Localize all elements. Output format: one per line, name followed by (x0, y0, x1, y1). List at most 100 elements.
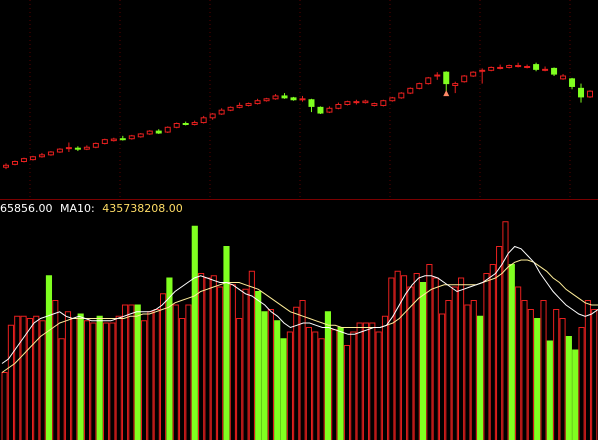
candle-body (551, 67, 558, 75)
volume-bar (591, 309, 598, 440)
volume-bar (128, 304, 135, 440)
candle-body (560, 75, 567, 80)
volume-bar (217, 286, 224, 440)
volume-bar (134, 304, 141, 440)
candle (317, 106, 324, 114)
volume-bar (147, 311, 154, 440)
volume-ma-label: 65856.00 MA10: 435738208.00 (0, 202, 183, 215)
candle (164, 126, 171, 133)
candle-body (434, 74, 441, 77)
candle (353, 99, 360, 105)
volume-bar (540, 300, 547, 440)
volume-bar (90, 322, 97, 440)
candle-body (101, 139, 108, 144)
volume-bar (312, 331, 319, 440)
volume-bar (521, 300, 528, 440)
candle (335, 102, 342, 110)
volume-bar (140, 320, 148, 440)
volume-bar (185, 304, 192, 440)
candle (272, 94, 279, 100)
candle (38, 152, 45, 158)
candle (416, 82, 423, 90)
candle-body (308, 99, 315, 107)
candle-body (335, 104, 342, 109)
volume-bar (343, 345, 351, 440)
volume-bar (280, 338, 287, 440)
volume-bar (356, 322, 363, 440)
candle-body (29, 156, 36, 161)
candle-body (200, 117, 207, 124)
candle (173, 122, 180, 129)
candle-body (398, 92, 405, 99)
volume-bar (458, 277, 465, 440)
candle (29, 155, 36, 161)
volume-bar (153, 309, 160, 440)
candle-body (506, 65, 513, 68)
ma5-line (1, 245, 598, 364)
candle (542, 66, 549, 72)
candle-body (407, 87, 414, 94)
candle (65, 142, 72, 152)
candle (326, 106, 333, 114)
volume-bar (546, 340, 553, 440)
volume-bar (115, 315, 122, 440)
volume-bar (166, 277, 173, 440)
candle (101, 138, 108, 145)
volume-bar (432, 277, 439, 440)
candle-body (353, 101, 360, 104)
candle (245, 102, 252, 107)
candle (110, 137, 117, 142)
price-panel (3, 62, 593, 170)
volume-bar (496, 246, 503, 440)
candle-body (380, 100, 387, 106)
volume-bar (286, 331, 293, 440)
volume-bar (464, 304, 471, 440)
candle (290, 96, 297, 101)
volume-bar (20, 315, 27, 440)
candle (146, 130, 153, 135)
candle-body (56, 148, 63, 153)
candle-body (389, 97, 396, 102)
volume-bar (508, 264, 515, 440)
candle (281, 93, 288, 99)
candle (119, 135, 126, 141)
candle-body (191, 122, 198, 125)
candle-body (290, 97, 297, 101)
candle (20, 157, 27, 163)
volume-bar (578, 327, 585, 440)
candle-body (227, 106, 234, 111)
candle-body (488, 66, 495, 71)
volume-bar (261, 311, 268, 440)
volume-bar (559, 318, 566, 440)
volume-bar (502, 221, 509, 440)
volume-left-value: 65856.00 (0, 202, 53, 215)
candle (389, 96, 396, 102)
candle (254, 98, 261, 105)
candle-body (92, 142, 99, 148)
candle-body (317, 106, 324, 114)
volume-bar (584, 300, 591, 440)
candle-body (128, 135, 135, 140)
candle (155, 129, 162, 134)
candle-body (515, 65, 522, 68)
candle-body (344, 101, 351, 106)
volume-bar (445, 300, 452, 440)
candle (407, 87, 414, 95)
volume-bar (7, 324, 14, 440)
volume-bar (350, 331, 357, 440)
candle (74, 146, 81, 152)
volume-bar (293, 306, 300, 440)
volume-bar (470, 300, 477, 440)
candle-body (65, 147, 72, 150)
candle-body (299, 98, 306, 101)
volume-bar (191, 225, 198, 440)
volume-bar (179, 318, 186, 440)
volume-bar (451, 286, 458, 440)
candle (92, 142, 99, 149)
candle (227, 106, 234, 112)
candle-body (470, 71, 477, 77)
volume-bar (1, 372, 8, 440)
volume-bar (83, 320, 91, 440)
volume-bar (109, 322, 116, 440)
